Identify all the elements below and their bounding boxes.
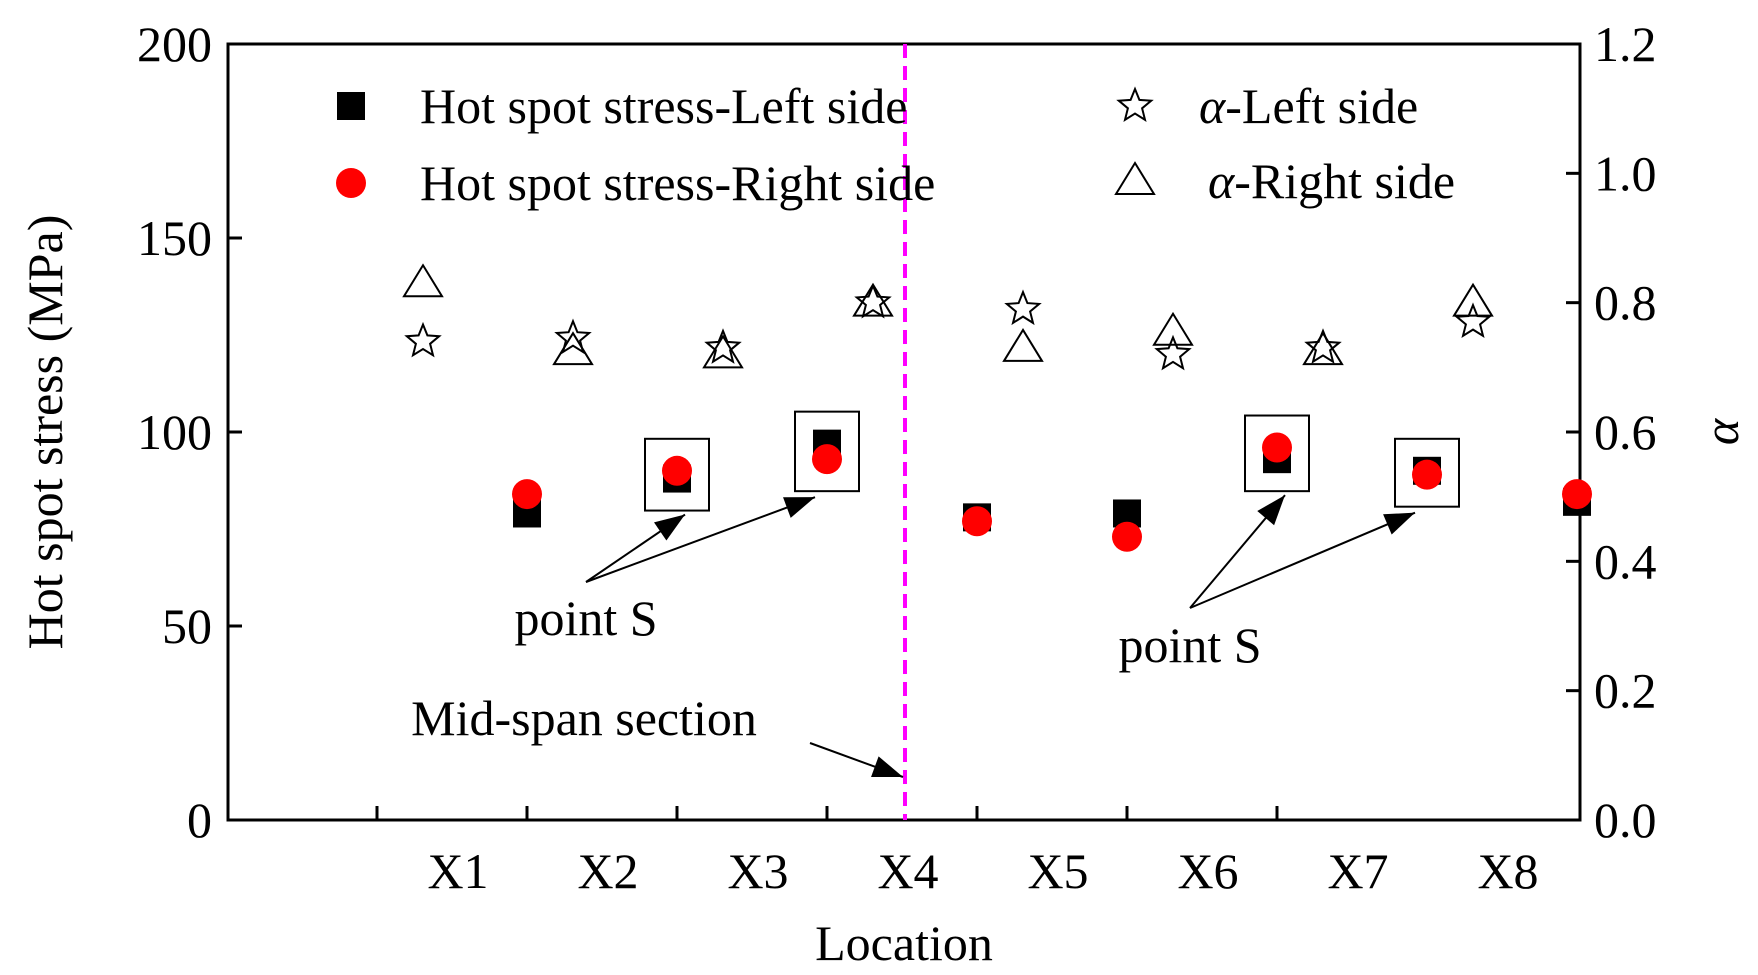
y2-tick-label: 0.2 [1594, 663, 1657, 719]
point-star [1454, 302, 1492, 338]
legend-series-name: -Left side [1225, 78, 1418, 134]
y2-tick-label: 0.0 [1594, 792, 1657, 848]
point-s-label: point S [514, 590, 657, 646]
legend-marker-circle [336, 168, 366, 198]
y2-tick-label: 1.0 [1594, 145, 1657, 201]
x-tick-label: X4 [877, 843, 938, 899]
y-axis-title: Hot spot stress (MPa) [17, 215, 73, 650]
x-tick-label: X6 [1177, 843, 1238, 899]
y2-axis-title: α [1693, 417, 1749, 445]
point-s-box [644, 437, 710, 512]
legend-label: α-Right side [1208, 153, 1455, 209]
point-triangle [1452, 282, 1494, 317]
legend-marker-square [337, 92, 365, 120]
point-star [704, 328, 742, 364]
legend-label: Hot spot stress-Right side [420, 155, 935, 211]
point-star [404, 321, 442, 358]
legend-series-name: Hot spot stress-Right side [420, 155, 935, 211]
point-circle [1412, 459, 1442, 490]
legend-series-name: Hot spot stress-Left side [420, 78, 907, 134]
y2-tick-label: 0.8 [1594, 275, 1657, 331]
y-tick-label: 100 [137, 404, 212, 460]
x-tick-label: X7 [1327, 843, 1388, 899]
y-tick-label: 200 [137, 16, 212, 72]
point-star [554, 318, 592, 355]
x-axis-title: Location [815, 915, 993, 971]
point-triangle [1002, 328, 1044, 362]
point-s-box [1244, 414, 1310, 493]
midspan-label: Mid-span section [411, 690, 757, 746]
legend-alpha-symbol: α [1199, 78, 1227, 134]
y-tick-label: 50 [162, 598, 212, 654]
point-triangle [402, 263, 444, 298]
y2-tick-label: 1.2 [1594, 16, 1657, 72]
point-star [1154, 334, 1192, 371]
point-s-box [1394, 437, 1460, 508]
point-circle [512, 479, 542, 510]
x-tick-label: X1 [427, 843, 488, 899]
y2-tick-label: 0.4 [1594, 533, 1657, 589]
y2-tick-label: 0.6 [1594, 404, 1657, 460]
x-tick-label: X2 [577, 843, 638, 899]
point-s-arrow [1189, 511, 1416, 609]
point-circle [812, 444, 842, 475]
point-star [854, 283, 892, 319]
point-s-label: point S [1118, 617, 1261, 673]
midspan-arrow-head [871, 756, 903, 778]
point-triangle [702, 334, 744, 369]
point-triangle [1152, 311, 1194, 346]
point-circle [962, 506, 992, 537]
point-triangle [552, 331, 594, 366]
point-s-box [794, 410, 860, 493]
y-tick-label: 150 [137, 210, 212, 266]
point-s-arrow [585, 496, 816, 583]
x-tick-label: X3 [727, 843, 788, 899]
legend-series-name: -Right side [1234, 153, 1455, 209]
legend-alpha-symbol: α [1208, 153, 1236, 209]
point-star [1304, 328, 1342, 364]
point-triangle [852, 282, 894, 317]
x-tick-label: X5 [1027, 843, 1088, 899]
point-circle [662, 455, 692, 486]
legend-marker-triangle [1114, 161, 1156, 195]
point-s-arrow-head [783, 497, 815, 518]
legend-marker-star [1116, 86, 1154, 122]
point-circle [1262, 432, 1292, 463]
point-circle [1112, 521, 1142, 552]
legend-label: α-Left side [1199, 78, 1418, 134]
point-circle [1562, 479, 1592, 510]
point-triangle [1302, 331, 1344, 366]
legend-label: Hot spot stress-Left side [420, 78, 907, 134]
point-star [1004, 289, 1042, 326]
point-s-arrow-head [1383, 512, 1415, 535]
x-tick-label: X8 [1477, 843, 1538, 899]
point-s-arrow-head [1257, 495, 1285, 526]
point-s-arrow-head [654, 514, 685, 541]
y-tick-label: 0 [187, 792, 212, 848]
